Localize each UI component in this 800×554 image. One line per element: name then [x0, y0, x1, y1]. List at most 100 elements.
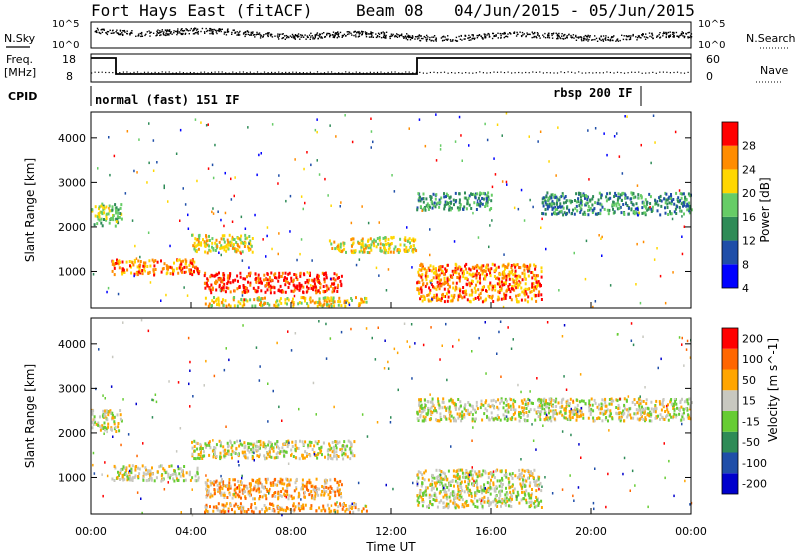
- nsky-point: [663, 32, 666, 34]
- nave-point: [454, 72, 456, 74]
- power-echo-cell: [550, 193, 553, 197]
- power-echo-cell: [219, 246, 222, 250]
- power-echo-cell: [91, 208, 94, 212]
- velocity-echo-cell: [335, 454, 338, 458]
- power-echo-cell: [270, 285, 273, 289]
- velocity-echo-cell: [277, 497, 280, 501]
- power-echo-cell: [112, 218, 115, 222]
- velocity-echo-cell: [317, 493, 320, 497]
- nsky-point: [267, 35, 269, 38]
- velocity-echo-cell: [348, 504, 351, 508]
- nsky-point: [394, 34, 396, 37]
- nsky-point: [612, 36, 614, 38]
- nsky-point: [573, 37, 575, 39]
- nsky-point: [267, 34, 269, 37]
- velocity-echo-cell: [468, 479, 471, 483]
- nsky-point: [334, 34, 336, 36]
- nave-point: [98, 71, 100, 73]
- velocity-echo-cell: [179, 474, 182, 478]
- power-echo-cell: [612, 207, 614, 211]
- power-echo-cell: [568, 208, 571, 212]
- velocity-echo-cell: [119, 417, 122, 421]
- power-echo-cell: [226, 246, 229, 250]
- velocity-echo-cell: [111, 416, 114, 420]
- velocity-echo-cell: [253, 497, 256, 501]
- power-echo-cell: [235, 250, 238, 254]
- power-echo-cell: [268, 276, 271, 279]
- nsky-point: [600, 39, 602, 42]
- power-echo-cell: [560, 209, 563, 213]
- power-echo-cell: [305, 290, 308, 294]
- power-echo-cell: [302, 291, 305, 295]
- power-echo-cell: [466, 202, 469, 206]
- velocity-echo-cell: [105, 427, 108, 431]
- power-echo-cell: [587, 205, 590, 208]
- nsky-point: [284, 38, 286, 40]
- velocity-echo-cell: [344, 509, 347, 513]
- nsky-point: [189, 29, 191, 32]
- power-echo-cell: [433, 201, 436, 205]
- velocity-echo-cell: [504, 409, 507, 413]
- nsky-point: [623, 35, 625, 37]
- nave-point: [281, 72, 283, 74]
- power-noise-cell: [635, 283, 637, 286]
- power-echo-cell: [459, 289, 461, 293]
- power-echo-cell: [229, 244, 232, 247]
- power-noise-cell: [271, 247, 273, 251]
- power-echo-cell: [490, 193, 493, 197]
- nsky-point: [237, 34, 240, 36]
- velocity-echo-cell: [262, 441, 265, 445]
- nsky-point: [242, 33, 245, 35]
- power-echo-cell: [540, 275, 543, 279]
- nsky-point: [116, 32, 118, 34]
- power-echo-cell: [458, 279, 461, 283]
- power-echo-cell: [470, 293, 473, 297]
- power-echo-cell: [351, 298, 353, 302]
- power-echo-cell: [246, 245, 249, 249]
- power-noise-cell: [316, 130, 318, 134]
- nsky-point: [150, 31, 152, 33]
- velocity-echo-cell: [529, 504, 532, 508]
- power-echo-cell: [493, 275, 496, 278]
- velocity-echo-cell: [167, 472, 170, 476]
- nsky-point: [587, 35, 589, 38]
- velocity-echo-cell: [525, 479, 528, 483]
- power-echo-cell: [565, 199, 568, 203]
- power-echo-cell: [357, 241, 360, 245]
- power-noise-cell: [594, 300, 597, 303]
- nsky-point: [427, 36, 429, 38]
- nave-point: [655, 72, 657, 74]
- nsky-point: [180, 29, 182, 32]
- power-echo-cell: [102, 206, 105, 210]
- nave-point: [631, 71, 633, 73]
- power-echo-cell: [125, 260, 128, 264]
- power-echo-cell: [682, 204, 684, 208]
- power-echo-cell: [556, 202, 558, 206]
- power-echo-cell: [339, 245, 342, 249]
- power-echo-cell: [392, 250, 395, 254]
- velocity-echo-cell: [505, 473, 508, 477]
- nsky-point: [602, 40, 605, 42]
- nsky-point: [501, 33, 503, 35]
- power-noise-cell: [588, 178, 590, 181]
- nsky-point: [167, 30, 169, 32]
- velocity-echo-cell: [257, 448, 260, 452]
- velocity-echo-cell: [454, 496, 457, 500]
- power-echo-cell: [114, 262, 117, 265]
- velocity-echo-cell: [434, 499, 437, 503]
- power-echo-cell: [432, 276, 435, 280]
- power-echo-cell: [613, 210, 616, 214]
- velocity-echo-cell: [318, 446, 321, 450]
- velocity-echo-cell: [446, 497, 449, 501]
- power-echo-cell: [364, 245, 367, 248]
- velocity-echo-cell: [472, 481, 475, 485]
- nsky-point: [260, 35, 262, 37]
- power-noise-cell: [424, 144, 427, 148]
- power-noise-cell: [194, 118, 197, 121]
- power-echo-cell: [508, 270, 511, 274]
- velocity-echo-cell: [222, 508, 225, 512]
- velocity-echo-cell: [230, 453, 233, 456]
- nsky-point: [525, 35, 527, 37]
- velocity-echo-cell: [256, 445, 259, 449]
